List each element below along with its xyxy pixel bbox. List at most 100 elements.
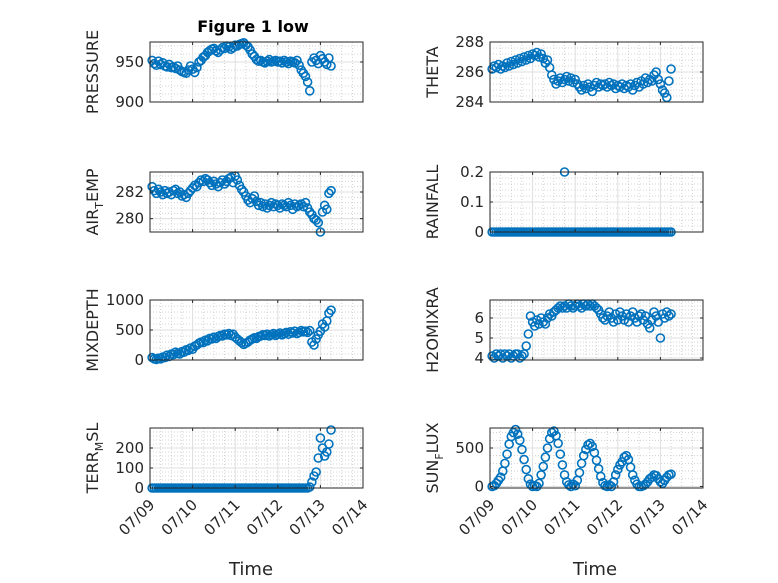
data-point	[168, 349, 179, 360]
y-tick-label: 280	[115, 210, 144, 228]
x-tick-label: 07/14	[668, 496, 711, 539]
data-point	[206, 334, 217, 344]
data-point	[236, 184, 247, 195]
data-point	[570, 480, 581, 491]
data-point	[500, 458, 510, 469]
data-point	[258, 201, 268, 212]
data-point	[302, 77, 313, 87]
data-point	[521, 55, 532, 65]
data-point	[549, 74, 559, 85]
subplot-3: 280 282 AIRTEMP	[83, 168, 364, 237]
data-point	[304, 207, 315, 217]
subplot-grid: 900 950 PRESSURE 284 286 288 THETA 280 282 AIRTEM…	[83, 30, 711, 539]
subplot-6: 4 5 6 H2OMIXRA	[423, 287, 704, 373]
data-point	[249, 191, 260, 201]
data-point	[187, 183, 198, 193]
y-tick-label: 6	[474, 309, 484, 327]
data-point	[313, 453, 324, 463]
x-tick-label: 07/09	[455, 496, 498, 539]
data-point	[253, 200, 264, 211]
y-axis-label: THETA	[423, 46, 442, 98]
data-point	[290, 199, 300, 209]
data-point	[553, 438, 563, 449]
y-tick-label: 288	[455, 33, 484, 51]
axes-box	[149, 427, 364, 489]
data-point	[555, 301, 566, 311]
y-tick-label: 900	[115, 93, 144, 111]
subplot-8: 0 500 SUNFLUX 07/09 07/10 07/11 07/12 07/13 07/1…	[423, 422, 711, 539]
figure-title: Figure 1 low	[197, 17, 309, 36]
data-point	[515, 435, 525, 446]
data-point	[304, 325, 315, 336]
axes-box	[489, 299, 704, 361]
data-point	[521, 341, 532, 351]
data-point	[655, 333, 666, 343]
data-point	[275, 56, 285, 67]
data-point	[198, 176, 209, 187]
data-series	[487, 47, 676, 103]
data-point	[302, 327, 313, 338]
data-point	[625, 79, 636, 89]
y-tick-label: 0	[134, 479, 144, 497]
data-point	[574, 467, 585, 478]
data-point	[324, 439, 334, 449]
data-point	[321, 59, 332, 70]
x-axis-label-left: Time	[228, 559, 273, 580]
data-point	[536, 49, 546, 59]
data-point	[564, 480, 574, 490]
data-point	[300, 71, 311, 82]
y-tick-label: 284	[455, 93, 484, 111]
data-point	[495, 472, 506, 483]
x-axis-label-right: Time	[572, 559, 617, 580]
data-point	[536, 470, 546, 480]
data-point	[585, 301, 595, 311]
data-point	[287, 328, 298, 338]
data-point	[215, 177, 226, 188]
data-point	[510, 424, 521, 435]
data-point	[523, 329, 534, 339]
y-tick-label: 950	[115, 53, 144, 71]
data-point	[549, 426, 559, 436]
data-point	[309, 340, 319, 350]
data-point	[192, 62, 202, 73]
data-point	[268, 201, 279, 212]
data-point	[512, 429, 523, 439]
y-tick-label: 282	[115, 183, 144, 201]
x-tick-label: 07/14	[328, 496, 371, 539]
y-tick-label: 5	[474, 329, 484, 347]
data-point	[591, 455, 602, 466]
x-tick-label: 07/09	[115, 496, 158, 539]
data-point	[502, 449, 512, 459]
data-point	[664, 311, 674, 321]
data-point	[517, 56, 527, 67]
data-point	[519, 454, 529, 465]
x-tick-label: 07/13	[626, 496, 669, 539]
x-tick-label: 07/10	[158, 496, 201, 539]
data-point	[632, 77, 642, 88]
data-point	[307, 477, 317, 487]
data-point	[647, 76, 657, 86]
y-tick-label: 100	[115, 459, 144, 477]
data-point	[304, 482, 315, 492]
x-tick-label: 07/13	[286, 496, 329, 539]
data-point	[311, 215, 321, 225]
data-point	[311, 467, 321, 477]
data-series	[147, 305, 336, 365]
y-axis-label: RAINFALL	[423, 165, 442, 240]
data-point	[319, 322, 330, 332]
y-tick-label: 0.1	[460, 193, 484, 211]
data-point	[555, 449, 566, 459]
data-point	[566, 73, 576, 83]
data-point	[576, 85, 587, 95]
data-point	[587, 86, 598, 97]
data-point	[655, 79, 666, 89]
data-point	[326, 61, 336, 71]
data-point	[183, 345, 194, 356]
data-series	[487, 424, 676, 492]
x-tick-label: 07/12	[583, 496, 626, 539]
subplot-2: 284 286 288 THETA	[423, 33, 704, 111]
data-point	[587, 441, 598, 452]
data-point	[532, 47, 542, 58]
data-point	[570, 74, 581, 85]
data-point	[595, 471, 606, 482]
